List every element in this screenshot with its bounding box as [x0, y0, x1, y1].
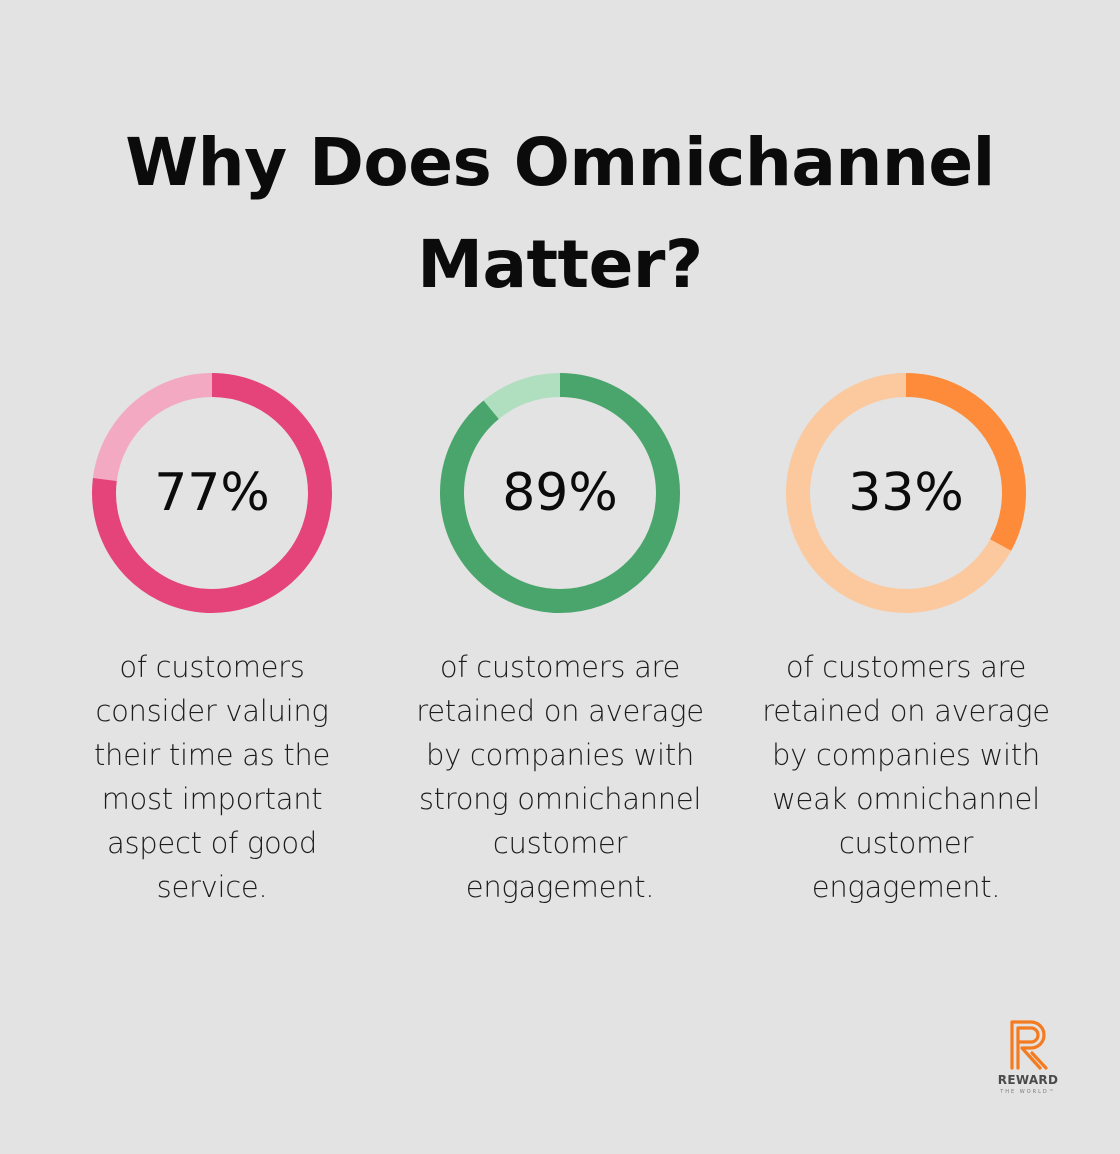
page-title: Why Does Omnichannel Matter? — [125, 124, 995, 303]
donut-value-slice — [905, 373, 1026, 551]
brand-logo: REWARD THE WORLD™ — [986, 1018, 1070, 1098]
stat-value-2: 89% — [502, 463, 618, 523]
donut-value-slice — [92, 373, 332, 613]
donut-chart-3 — [786, 373, 1026, 613]
stat-description-2: of customers are retained on average by … — [416, 650, 704, 904]
stat-description-3: of customers are retained on average by … — [762, 650, 1050, 904]
stat-description-1: of customers consider valuing their time… — [93, 650, 331, 904]
reward-r-logo-icon — [1010, 1020, 1048, 1070]
donut-remainder-slice — [786, 373, 1012, 613]
donut-chart-1 — [92, 373, 332, 613]
donut-value-slice — [440, 373, 680, 613]
donut-chart-2 — [440, 373, 680, 613]
donut-remainder-slice — [92, 373, 213, 482]
donut-remainder-slice — [483, 373, 561, 420]
logo-brand-text: REWARD — [997, 1073, 1059, 1087]
stat-value-3: 33% — [848, 463, 964, 523]
logo-tagline: THE WORLD™ — [1000, 1089, 1056, 1095]
stat-value-1: 77% — [154, 463, 270, 523]
